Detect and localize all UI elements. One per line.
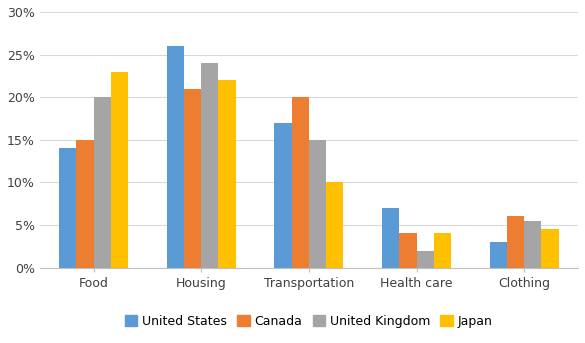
Bar	[59, 148, 76, 268]
Bar	[524, 221, 542, 268]
Bar	[417, 250, 433, 268]
Bar	[111, 72, 128, 268]
Bar	[433, 234, 451, 268]
Bar	[292, 97, 309, 268]
Bar	[490, 242, 507, 268]
Bar	[542, 229, 559, 268]
Bar	[94, 97, 111, 268]
Legend: United States, Canada, United Kingdom, Japan: United States, Canada, United Kingdom, J…	[120, 310, 498, 333]
Bar	[507, 216, 524, 268]
Bar	[218, 80, 236, 268]
Bar	[274, 123, 292, 268]
Bar	[167, 46, 184, 268]
Bar	[400, 234, 417, 268]
Bar	[309, 140, 326, 268]
Bar	[201, 63, 218, 268]
Bar	[326, 182, 343, 268]
Bar	[184, 88, 201, 268]
Bar	[382, 208, 400, 268]
Bar	[76, 140, 94, 268]
